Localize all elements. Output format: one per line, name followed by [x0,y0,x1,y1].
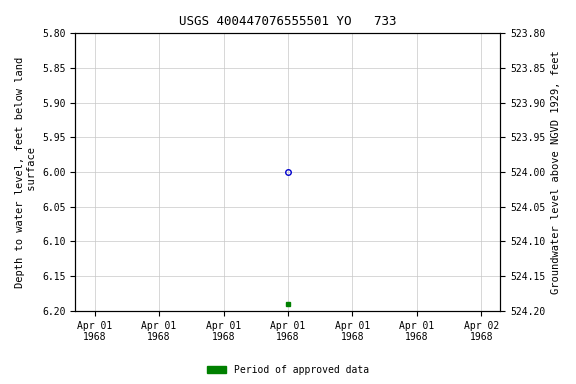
Y-axis label: Groundwater level above NGVD 1929, feet: Groundwater level above NGVD 1929, feet [551,50,561,294]
Title: USGS 400447076555501 YO   733: USGS 400447076555501 YO 733 [179,15,397,28]
Y-axis label: Depth to water level, feet below land
 surface: Depth to water level, feet below land su… [15,56,37,288]
Legend: Period of approved data: Period of approved data [203,361,373,379]
